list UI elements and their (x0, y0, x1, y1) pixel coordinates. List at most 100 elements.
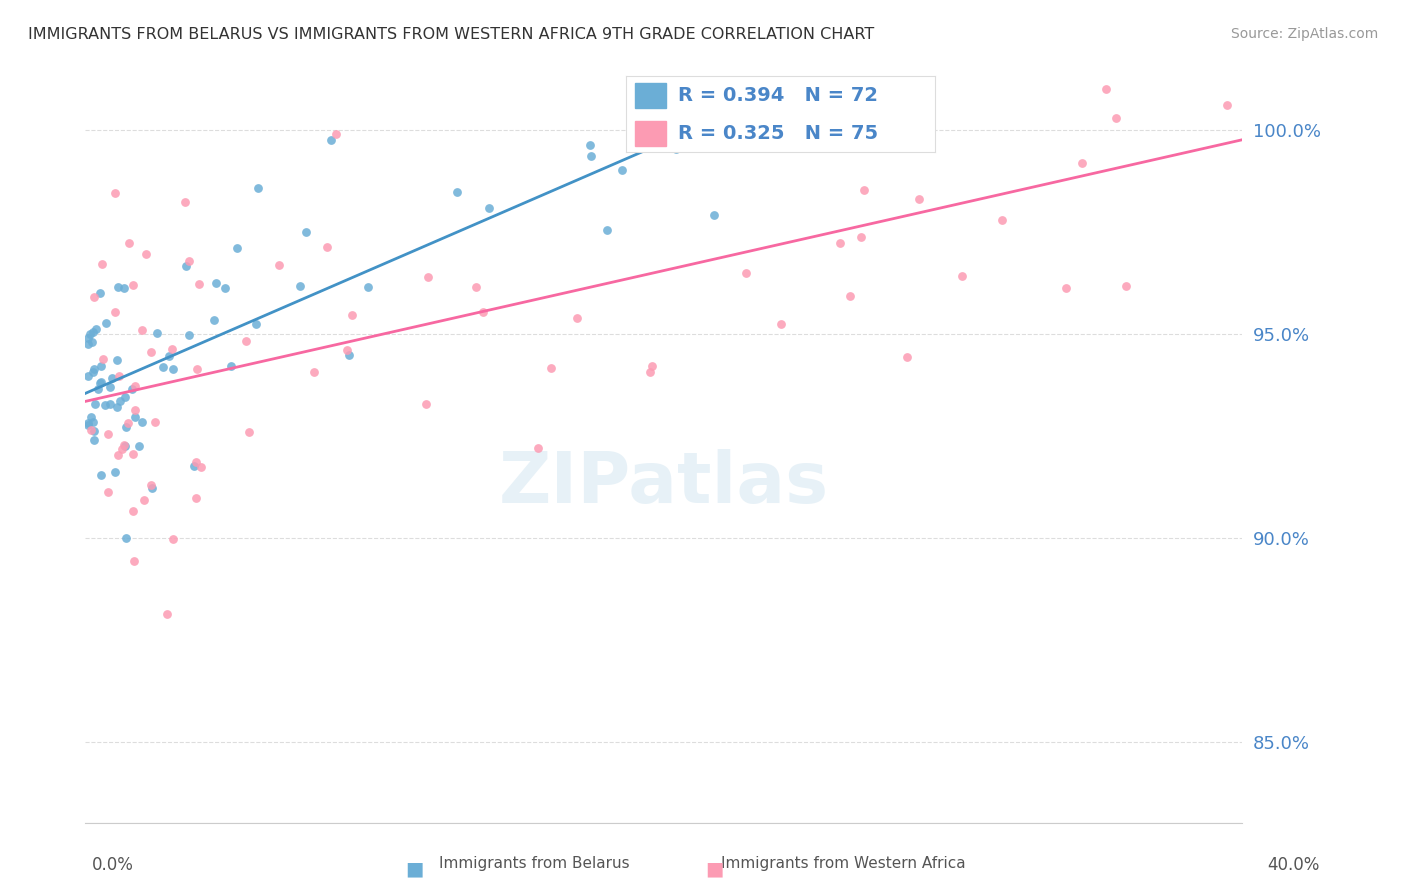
Point (202, 313, 225, 327)
Point (797, 134, 820, 148)
Point (675, 82, 697, 96)
Text: R = 0.394   N = 72: R = 0.394 N = 72 (678, 86, 879, 105)
Text: R = 0.325   N = 75: R = 0.325 N = 75 (678, 124, 879, 143)
Point (108, 394, 131, 409)
Point (82, 325, 104, 339)
Point (641, 359, 664, 373)
Point (174, 195, 197, 210)
Text: Immigrants from Western Africa: Immigrants from Western Africa (721, 856, 966, 871)
Point (84, 322, 107, 336)
Point (115, 420, 138, 434)
Point (122, 277, 145, 292)
Point (321, 133, 343, 147)
Point (94, 398, 117, 412)
Point (665, 142, 688, 156)
Point (124, 402, 146, 417)
Point (97, 484, 120, 499)
Text: ZIPatlas: ZIPatlas (498, 450, 828, 518)
Point (128, 439, 150, 453)
Text: 0.0%: 0.0% (91, 856, 134, 874)
Point (221, 359, 243, 373)
Point (340, 309, 363, 323)
Point (146, 326, 169, 341)
Point (811, 82, 834, 96)
Point (83, 362, 105, 376)
Point (152, 359, 174, 374)
FancyBboxPatch shape (636, 121, 666, 145)
Point (162, 533, 184, 547)
Point (89, 376, 111, 391)
Point (82, 365, 104, 379)
Point (83, 434, 105, 448)
Point (853, 183, 876, 197)
Point (79, 326, 101, 341)
Point (141, 482, 163, 496)
Point (77, 418, 100, 433)
Point (131, 415, 153, 429)
Point (337, 348, 360, 362)
Point (744, 90, 766, 104)
Point (839, 289, 862, 303)
Point (187, 277, 209, 292)
Point (114, 390, 136, 404)
Point (1095, 82, 1118, 96)
Text: ■: ■ (704, 860, 724, 879)
Point (90, 376, 112, 390)
Point (77, 337, 100, 351)
Point (1104, 111, 1126, 125)
Point (526, 441, 548, 455)
Point (650, 134, 672, 148)
Point (89, 285, 111, 300)
Point (465, 279, 488, 293)
Point (692, 136, 714, 150)
Point (269, 258, 291, 272)
Point (82, 415, 104, 429)
Point (578, 138, 600, 153)
Point (828, 235, 851, 250)
Point (91, 351, 114, 366)
Point (735, 266, 758, 280)
Point (122, 446, 145, 460)
Point (235, 334, 257, 348)
Point (121, 383, 143, 397)
Point (100, 371, 122, 385)
Point (90, 359, 112, 374)
Point (190, 459, 212, 474)
Point (80, 409, 103, 424)
Point (131, 323, 153, 337)
Point (160, 343, 183, 357)
Point (357, 280, 380, 294)
Point (77, 331, 100, 345)
Point (315, 240, 337, 254)
Point (156, 607, 179, 621)
Point (104, 465, 127, 479)
Point (416, 270, 439, 285)
Text: Source: ZipAtlas.com: Source: ZipAtlas.com (1230, 27, 1378, 41)
Point (174, 260, 197, 274)
Point (83, 290, 105, 304)
Point (108, 368, 131, 383)
Point (134, 493, 156, 508)
Point (288, 278, 311, 293)
Point (90, 467, 112, 482)
Point (87, 382, 110, 396)
Point (186, 455, 208, 469)
Point (115, 531, 138, 545)
Point (179, 327, 201, 342)
FancyBboxPatch shape (636, 83, 666, 108)
Point (114, 439, 136, 453)
Point (205, 276, 228, 290)
Point (186, 362, 208, 376)
Point (77, 368, 100, 383)
Point (294, 225, 316, 239)
Point (908, 192, 931, 206)
Point (77, 416, 100, 430)
Point (415, 397, 437, 411)
Point (139, 345, 162, 359)
Point (83, 424, 105, 438)
Point (245, 317, 267, 331)
Point (107, 448, 129, 462)
Point (100, 397, 122, 411)
Point (112, 281, 135, 295)
Point (117, 417, 139, 431)
